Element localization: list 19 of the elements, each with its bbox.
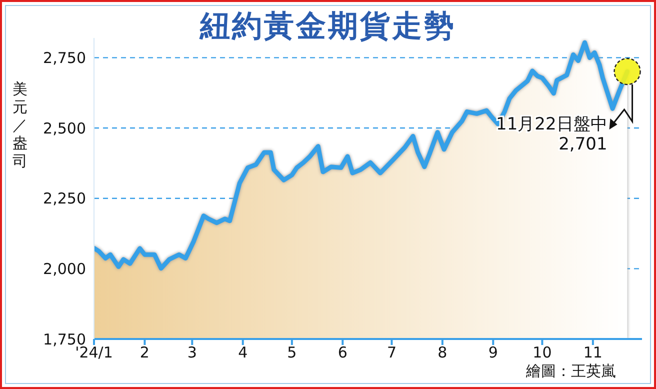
x-tick-label: 7 [386, 344, 396, 362]
x-tick-label: 4 [238, 344, 248, 362]
x-tick-label: 6 [338, 344, 348, 362]
y-axis-title: 美元／盎司 [12, 80, 28, 170]
y-tick-label: 2,000 [43, 260, 86, 278]
x-tick-label: '24/1 [75, 344, 113, 362]
x-tick-label: 10 [532, 344, 552, 362]
x-tick-label: 5 [287, 344, 297, 362]
chart-title: 紐約黃金期貨走勢 [198, 8, 457, 46]
x-tick-label: 11 [583, 344, 602, 362]
annotation: 11月22日盤中 2,701 [496, 114, 608, 154]
x-tick-label: 8 [438, 344, 448, 362]
y-tick-label: 2,500 [43, 119, 86, 138]
x-tick-label: 9 [488, 344, 498, 362]
x-tick-label: 3 [187, 344, 197, 362]
x-tick-label: 2 [140, 344, 150, 362]
y-tick-label: 2,750 [43, 49, 86, 68]
text: 繪圖：王英嵐 [526, 362, 616, 381]
y-tick-label: 2,250 [43, 190, 86, 208]
